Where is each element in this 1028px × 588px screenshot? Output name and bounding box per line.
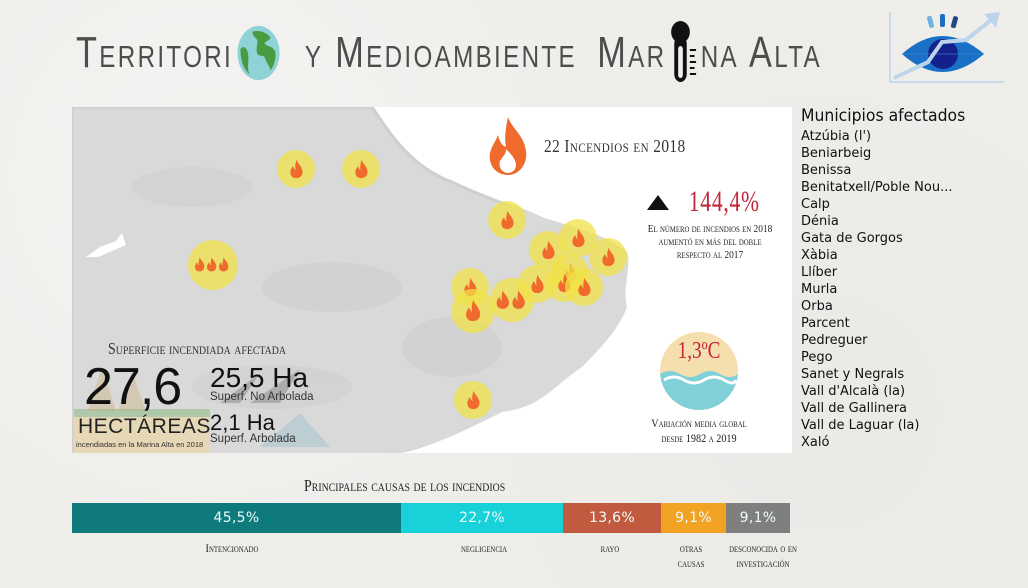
fire-marker — [451, 289, 495, 333]
fire-marker — [342, 150, 380, 188]
list-item: Sanet y Negrals — [801, 367, 905, 382]
temperature-description: Variación media global desde 1982 a 2019 — [651, 416, 747, 445]
list-item: Xàbia — [801, 248, 838, 263]
fire-icon — [530, 274, 544, 293]
title-text-territori: Territori — [76, 28, 234, 77]
list-item: Orba — [801, 299, 833, 314]
temperature-value: 1,3ºC — [677, 338, 721, 364]
superficie-total-sub: incendiadas en la Marina Alta en 2018 — [76, 440, 204, 449]
list-item: Calp — [801, 197, 830, 212]
page-title: Territori y Medioambiente Mar na Alta — [76, 21, 823, 84]
eye-chart-logo-icon — [889, 12, 1004, 83]
cause-segment-intencionado: 45,5% — [72, 503, 401, 533]
fire-icon — [571, 228, 585, 247]
fire-icon — [465, 299, 481, 322]
superficie-arbolada: 2,1 Ha Superf. Arbolada — [210, 410, 296, 446]
list-item: Murla — [801, 282, 838, 297]
arbolada-value: 2,1 Ha — [210, 410, 275, 435]
superficie-total-value: 27,6 — [84, 358, 182, 416]
municipios-list: Municipios afectados Atzúbia (l') Beniar… — [801, 106, 980, 451]
fire-marker — [488, 201, 526, 239]
no-arbolada-label: Superf. No Arbolada — [210, 391, 314, 403]
fire-icon — [195, 257, 229, 272]
list-item: Vall d'Alcalà (la) — [801, 384, 906, 399]
water-wave-icon — [660, 371, 738, 410]
title-text-medioambiente: y Medioambiente — [304, 28, 577, 77]
increase-value: 144,4% — [688, 185, 760, 218]
list-item: Pedreguer — [801, 333, 868, 348]
list-item: Benissa — [801, 163, 852, 178]
fire-map: 22 Incendios en 2018 144,4% El número de… — [72, 107, 792, 453]
fire-icon — [466, 390, 480, 409]
cause-segment-negligencia: 22,7% — [401, 503, 563, 533]
triangle-up-icon — [646, 194, 669, 210]
cause-label-negligencia: negligencia — [460, 541, 508, 555]
list-item: Pego — [801, 350, 833, 365]
map-land-shape — [72, 107, 629, 453]
fire-icon — [577, 277, 591, 296]
list-item: Gata de Gorgos — [801, 231, 903, 246]
fire-icon — [601, 247, 615, 266]
cause-segment-desconocida: 9,1% — [726, 503, 790, 533]
globe-icon — [237, 25, 280, 81]
no-arbolada-value: 25,5 Ha — [210, 362, 309, 393]
increase-stat: 144,4% El número de incendios en 2018 au… — [632, 185, 788, 262]
incendios-header: 22 Incendios en 2018 — [486, 115, 711, 177]
list-item: Dénia — [801, 214, 839, 229]
cause-segment-otras: 9,1% — [661, 503, 726, 533]
trees-icon — [88, 367, 146, 411]
title-text-na-alta: na Alta — [700, 28, 823, 77]
fire-icon — [497, 290, 526, 309]
list-item: Vall de Gallinera — [801, 401, 908, 416]
cause-segment-rayo: 13,6% — [563, 503, 661, 533]
list-item: Benitatxell/Poble Nou... — [801, 180, 953, 195]
title-text-mar: Mar — [597, 28, 667, 77]
fire-icon — [289, 159, 303, 178]
fire-marker — [565, 268, 603, 306]
incendios-count-label: 22 Incendios en 2018 — [544, 135, 686, 156]
thermometer-icon — [671, 21, 697, 82]
superficie-no-arbolada: 25,5 Ha Superf. No Arbolada — [210, 362, 314, 404]
municipios-title: Municipios afectados — [801, 106, 966, 126]
temperature-badge: 1,3ºC — [660, 332, 738, 410]
temperature-stat: 1,3ºC Variación media global desde 1982 … — [624, 332, 774, 446]
superficie-title: Superficie incendiada afectada — [108, 339, 286, 358]
mountains-icon — [220, 369, 330, 447]
fire-marker — [188, 240, 238, 290]
list-item: Llíber — [801, 265, 838, 280]
superficie-total-unit: HECTÁREAS — [78, 415, 211, 438]
cause-label-desconocida: desconocida o en investigación — [729, 541, 797, 570]
cause-label-intencionado: Intencionado — [205, 541, 259, 555]
list-item: Beniarbeig — [801, 146, 872, 161]
fire-marker — [454, 381, 492, 419]
cause-label-otras: otras causas — [677, 541, 705, 570]
list-item: Vall de Laguar (la) — [801, 418, 920, 433]
arbolada-label: Superf. Arbolada — [210, 433, 296, 445]
fire-icon — [354, 159, 368, 178]
fire-marker — [277, 150, 315, 188]
superficie-total: 27,6 HECTÁREAS incendiadas en la Marina … — [72, 359, 212, 453]
list-item: Parcent — [801, 316, 850, 331]
causes-stacked-bar: 45,5% 22,7% 13,6% 9,1% 9,1% — [72, 503, 790, 533]
causes-title: Principales causas de los incendios — [304, 476, 506, 495]
fire-icon — [541, 240, 555, 259]
fire-icon — [500, 210, 514, 229]
list-item: Atzúbia (l') — [801, 129, 872, 144]
fire-icon — [489, 117, 527, 175]
fire-marker — [589, 238, 627, 276]
increase-description: El número de incendios en 2018 aumentó e… — [647, 223, 773, 261]
list-item: Xaló — [801, 435, 830, 450]
cause-label-rayo: rayo — [600, 541, 620, 555]
